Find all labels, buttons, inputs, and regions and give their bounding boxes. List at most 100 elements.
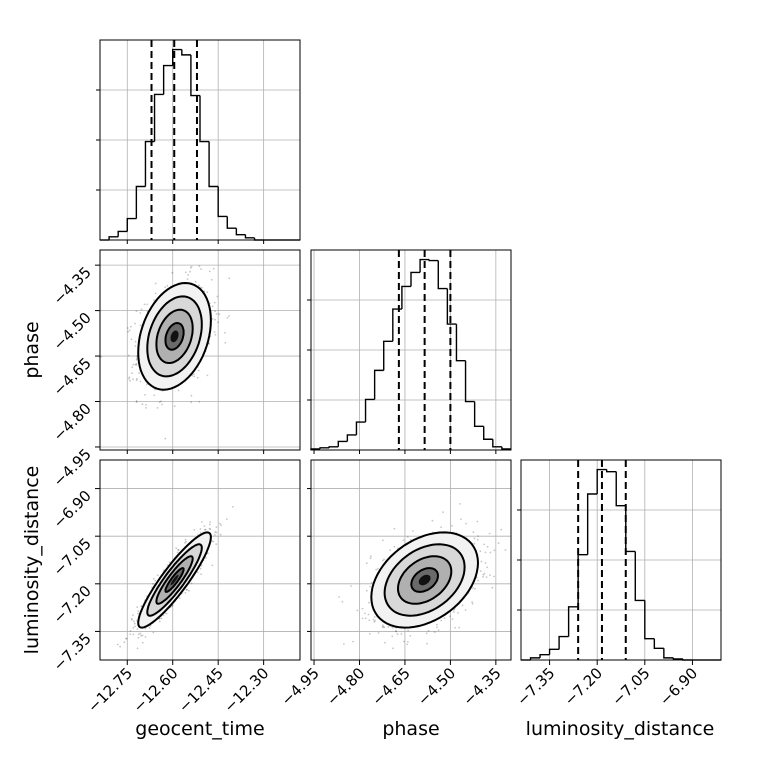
sample-point: [200, 573, 203, 576]
x-tick-label: −12.45: [175, 664, 227, 716]
sample-point: [409, 538, 412, 541]
sample-point: [442, 511, 444, 513]
sample-point: [158, 401, 161, 404]
sample-point: [459, 503, 461, 505]
marginal-panel-geocent-time: [96, 39, 301, 241]
x-axis-label-phase: phase: [382, 718, 439, 740]
sample-point: [400, 633, 403, 635]
panel-frame: [99, 459, 301, 661]
sample-point: [196, 571, 199, 574]
sample-point: [465, 522, 467, 525]
sample-point: [189, 270, 191, 273]
sample-point: [204, 528, 206, 531]
histogram-bar: [653, 638, 664, 649]
x-tick-label: −12.30: [220, 664, 272, 716]
sample-point: [473, 537, 476, 540]
histogram-bar: [235, 228, 246, 236]
sample-point: [185, 588, 188, 591]
sample-point: [433, 631, 436, 634]
sample-point: [454, 626, 456, 629]
histogram-bar: [455, 324, 466, 362]
sample-point: [500, 528, 503, 531]
sample-point: [190, 394, 193, 397]
histogram-bar: [190, 54, 200, 97]
sample-point: [214, 333, 217, 336]
sample-point: [136, 377, 138, 380]
sample-point: [369, 585, 371, 588]
x-tick-label: −7.35: [513, 664, 558, 709]
sample-point: [162, 614, 165, 616]
sample-point: [128, 376, 131, 379]
sample-point: [199, 528, 202, 530]
sample-point: [191, 374, 194, 377]
sample-point: [132, 378, 134, 381]
histogram-bar: [473, 401, 484, 428]
histogram-bar: [346, 434, 357, 442]
histogram-bar: [644, 600, 655, 640]
sample-point: [474, 587, 476, 590]
sample-point: [139, 632, 142, 635]
y-axis-label-luminosity-distance: luminosity_distance: [21, 466, 43, 655]
sample-point: [158, 617, 161, 620]
sample-point: [406, 536, 409, 538]
sample-point: [158, 620, 161, 623]
sample-point: [214, 318, 216, 321]
sample-point: [211, 564, 214, 567]
sample-point: [392, 647, 394, 650]
sample-point: [211, 318, 214, 320]
sample-point: [393, 545, 396, 548]
sample-point: [486, 545, 489, 548]
sample-point: [231, 506, 234, 508]
sample-point: [406, 643, 408, 646]
sample-point: [139, 324, 142, 327]
density-band: [418, 574, 431, 586]
sample-point: [219, 533, 222, 536]
sample-point: [144, 394, 146, 396]
sample-point: [173, 405, 176, 408]
sample-point: [493, 575, 495, 578]
sample-point: [135, 364, 138, 366]
sample-point: [384, 641, 386, 644]
sample-point: [341, 600, 344, 603]
sample-point: [130, 338, 133, 341]
x-tick-label: −12.60: [130, 664, 182, 716]
histogram-bar: [108, 236, 119, 240]
sample-point: [145, 383, 148, 386]
sample-point: [482, 575, 484, 578]
histogram-bar: [464, 360, 475, 403]
panel-frame: [310, 459, 512, 661]
sample-point: [213, 301, 216, 304]
sample-point: [214, 310, 217, 313]
sample-point: [204, 235, 206, 237]
sample-point: [134, 322, 136, 325]
x-tick-label: −7.20: [561, 664, 606, 709]
sample-point: [382, 626, 385, 628]
sample-point: [338, 596, 340, 598]
sample-point: [449, 615, 451, 618]
sample-point: [197, 369, 200, 372]
sample-point: [126, 327, 129, 329]
sample-point: [137, 633, 140, 636]
histogram-bar: [529, 657, 541, 660]
sample-point: [473, 542, 476, 545]
sample-point: [184, 538, 187, 541]
sample-point: [431, 519, 434, 522]
contour-line: [155, 308, 194, 365]
sample-point: [154, 282, 157, 285]
sample-point: [131, 619, 133, 621]
panel-frame: [310, 249, 512, 451]
x-tick-label: −4.65: [369, 664, 414, 709]
sample-point: [200, 268, 203, 270]
sample-point: [204, 528, 207, 531]
sample-point: [135, 362, 138, 365]
sample-point: [164, 437, 167, 440]
sample-point: [394, 629, 397, 632]
sample-point: [127, 377, 130, 380]
sample-point: [370, 581, 373, 584]
sample-point: [391, 626, 394, 629]
sample-point: [139, 380, 142, 383]
sample-point: [141, 634, 144, 637]
sample-point: [483, 543, 486, 546]
sample-point: [135, 379, 138, 382]
